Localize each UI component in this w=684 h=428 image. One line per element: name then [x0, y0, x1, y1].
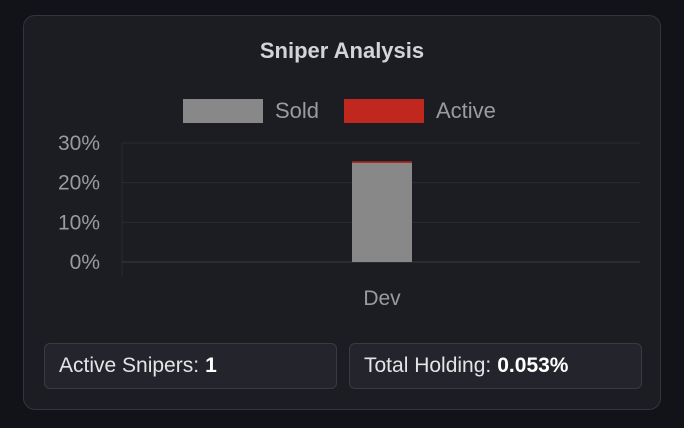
legend-label-active: Active — [436, 98, 496, 123]
total-holding-box: Total Holding: 0.053% — [349, 343, 642, 389]
x-axis: Dev — [363, 287, 401, 310]
y-tick-label: 20% — [58, 172, 100, 195]
legend: Sold Active — [183, 98, 496, 123]
y-tick-label: 10% — [58, 211, 100, 234]
legend-swatch-sold — [183, 99, 263, 123]
bars — [352, 161, 412, 262]
active-snipers-label: Active Snipers: — [59, 354, 200, 377]
active-snipers-value: 1 — [205, 354, 217, 377]
y-tick-label: 30% — [58, 132, 100, 155]
y-axis: 0% 10% 20% 30% — [58, 132, 100, 274]
bar-sold — [352, 162, 412, 262]
total-holding-value: 0.053% — [497, 354, 569, 377]
x-tick-label: Dev — [363, 287, 401, 310]
legend-label-sold: Sold — [275, 98, 319, 123]
bar-active — [352, 161, 412, 163]
active-snipers-box: Active Snipers: 1 — [44, 343, 337, 389]
total-holding-label: Total Holding: — [364, 354, 492, 377]
chart-title: Sniper Analysis — [259, 38, 425, 63]
legend-swatch-active — [344, 99, 424, 123]
y-tick-label: 0% — [70, 251, 100, 274]
